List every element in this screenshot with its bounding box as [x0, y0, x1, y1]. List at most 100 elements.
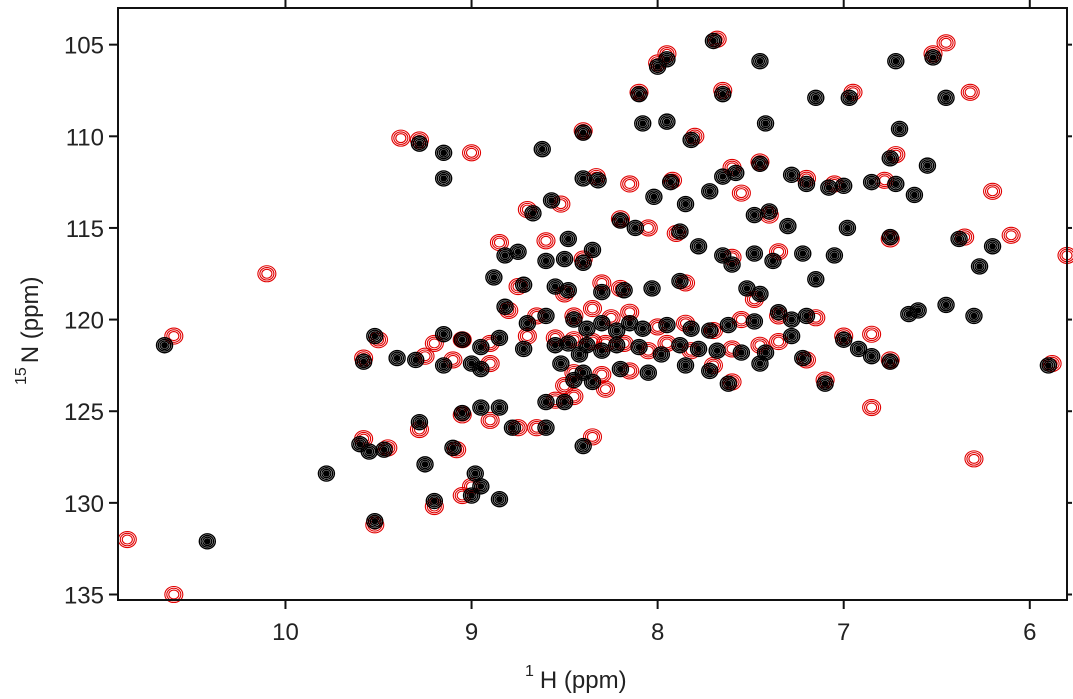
peak-series_black-44 — [689, 238, 708, 255]
contour-ring — [596, 318, 607, 329]
peak-series_black-8 — [840, 89, 858, 107]
contour-ring — [749, 248, 760, 259]
peak-series_black-141 — [816, 375, 834, 392]
contour-ring — [593, 283, 611, 301]
contour-ring — [680, 360, 691, 371]
contour-ring — [622, 316, 637, 330]
contour-ring — [635, 322, 650, 336]
contour-ring — [715, 87, 730, 101]
contour-ring — [362, 444, 377, 459]
contour-ring — [866, 177, 877, 188]
contour-ring — [475, 364, 487, 374]
contour-ring — [589, 378, 596, 386]
contour-ring — [689, 340, 708, 358]
peak-series_black-114 — [708, 342, 726, 359]
contour-ring — [596, 345, 607, 356]
contour-ring — [972, 259, 987, 273]
contour-ring — [537, 252, 555, 270]
contour-ring — [576, 351, 583, 358]
contour-ring — [657, 351, 665, 358]
contour-ring — [1043, 360, 1054, 371]
contour-ring — [574, 437, 592, 455]
series-black-contours — [155, 32, 1058, 550]
contour-ring — [634, 115, 652, 132]
contour-ring — [910, 191, 918, 199]
contour-ring — [797, 353, 808, 363]
contour-ring — [119, 532, 135, 547]
contour-ring — [732, 344, 751, 361]
contour-ring — [548, 338, 563, 352]
contour-ring — [929, 54, 937, 61]
peak-series_black-57 — [583, 241, 602, 259]
peak-series_black-124 — [434, 357, 453, 374]
contour-ring — [550, 281, 561, 292]
contour-ring — [887, 175, 905, 193]
contour-ring — [762, 349, 769, 356]
contour-ring — [704, 186, 715, 197]
contour-ring — [715, 248, 730, 262]
contour-ring — [810, 92, 821, 103]
contour-ring — [436, 171, 451, 186]
contour-ring — [576, 171, 591, 186]
contour-ring — [393, 354, 401, 362]
contour-ring — [838, 334, 849, 345]
peak-series_black-119 — [849, 340, 868, 358]
contour-ring — [408, 353, 423, 367]
contour-ring — [820, 179, 838, 196]
contour-ring — [717, 250, 728, 261]
peak-series_black-95 — [909, 302, 927, 319]
peak-series_red-59 — [424, 334, 444, 352]
contour-ring — [646, 283, 658, 294]
contour-ring — [769, 257, 777, 265]
contour-ring — [436, 146, 451, 160]
contour-ring — [714, 247, 732, 264]
contour-ring — [751, 155, 769, 172]
peak-series_black-25 — [820, 179, 838, 196]
contour-ring — [455, 333, 470, 347]
contour-ring — [794, 349, 812, 367]
contour-ring — [605, 312, 617, 323]
contour-ring — [583, 241, 602, 259]
contour-ring — [671, 272, 689, 290]
contour-ring — [786, 314, 797, 325]
contour-ring — [671, 337, 689, 354]
contour-ring — [421, 461, 429, 468]
contour-ring — [773, 307, 784, 318]
contour-ring — [524, 205, 542, 222]
contour-ring — [719, 375, 738, 392]
contour-ring — [751, 285, 769, 303]
plot-frame — [117, 7, 1068, 601]
contour-ring — [578, 441, 589, 451]
contour-ring — [682, 131, 700, 149]
contour-ring — [711, 345, 723, 356]
contour-ring — [613, 341, 621, 349]
contour-ring — [1039, 357, 1058, 374]
peak-series_black-81 — [578, 320, 596, 337]
contour-ring — [907, 188, 922, 202]
contour-ring — [885, 153, 896, 164]
peak-series_black-33 — [645, 188, 663, 205]
contour-ring — [616, 217, 624, 224]
contour-ring — [407, 351, 425, 369]
contour-ring — [121, 534, 133, 545]
peak-series_black-36 — [797, 175, 816, 193]
contour-ring — [496, 495, 503, 503]
contour-ring — [477, 365, 485, 373]
contour-ring — [866, 329, 878, 340]
contour-ring — [425, 492, 444, 510]
peak-series_black-109 — [607, 337, 626, 354]
contour-ring — [538, 145, 546, 153]
peak-series_black-77 — [496, 298, 514, 315]
contour-ring — [924, 162, 931, 169]
contour-ring — [671, 223, 689, 240]
peak-series_black-132 — [701, 362, 719, 380]
peak-series_black-129 — [611, 360, 630, 378]
contour-ring — [881, 353, 899, 370]
contour-ring — [570, 376, 578, 384]
peak-series_black-40 — [559, 230, 578, 248]
contour-ring — [468, 360, 475, 367]
contour-ring — [844, 224, 851, 232]
contour-ring — [747, 247, 762, 261]
contour-ring — [885, 232, 896, 243]
contour-ring — [862, 399, 882, 417]
